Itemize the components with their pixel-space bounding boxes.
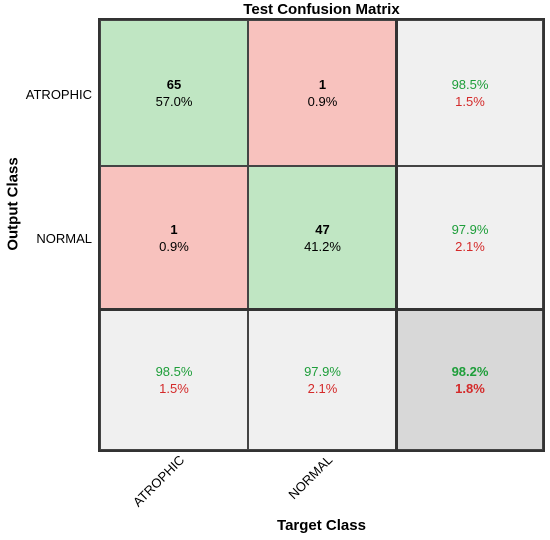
chart-title: Test Confusion Matrix: [243, 1, 400, 18]
cell-atrophic-normal: 1 0.9%: [248, 20, 397, 166]
confusion-matrix: 65 57.0% 1 0.9% 98.5% 1.5% 1 0.9% 47 41.…: [98, 18, 545, 452]
summary-correct: 98.5%: [451, 77, 489, 92]
col-label-atrophic: ATROPHIC: [129, 452, 188, 510]
cell-percent: 41.2%: [304, 239, 341, 254]
col-summary-normal: 97.9% 2.1%: [248, 310, 397, 450]
summary-error: 2.1%: [455, 239, 485, 254]
summary-correct: 97.9%: [451, 222, 489, 237]
overall-error: 1.8%: [455, 381, 485, 396]
summary-divider-vertical: [395, 20, 398, 450]
cell-percent: 0.9%: [307, 94, 338, 109]
summary-error: 1.5%: [159, 381, 189, 396]
col-label-normal: NORMAL: [285, 452, 336, 503]
overall-accuracy-cell: 98.2% 1.8%: [397, 310, 543, 450]
summary-divider-horizontal: [100, 308, 543, 311]
cell-count: 1: [170, 222, 178, 237]
col-summary-atrophic: 98.5% 1.5%: [100, 310, 248, 450]
summary-correct: 97.9%: [304, 364, 341, 379]
row-label-atrophic: ATROPHIC: [25, 87, 92, 102]
summary-correct: 98.5%: [155, 364, 193, 379]
cell-percent: 0.9%: [159, 239, 189, 254]
cell-normal-normal: 47 41.2%: [248, 166, 397, 310]
y-axis-label-wrap: Output Class: [2, 124, 24, 284]
overall-correct: 98.2%: [451, 364, 489, 379]
cell-normal-atrophic: 1 0.9%: [100, 166, 248, 310]
x-axis-label: Target Class: [277, 517, 366, 534]
summary-error: 2.1%: [307, 381, 338, 396]
cell-count: 65: [166, 77, 182, 92]
cell-atrophic-atrophic: 65 57.0%: [100, 20, 248, 166]
row-label-normal: NORMAL: [36, 231, 92, 246]
cell-percent: 57.0%: [155, 94, 193, 109]
cell-count: 1: [318, 77, 327, 92]
row-summary-normal: 97.9% 2.1%: [397, 166, 543, 310]
row-summary-atrophic: 98.5% 1.5%: [397, 20, 543, 166]
summary-error: 1.5%: [455, 94, 485, 109]
cell-count: 47: [315, 222, 330, 237]
